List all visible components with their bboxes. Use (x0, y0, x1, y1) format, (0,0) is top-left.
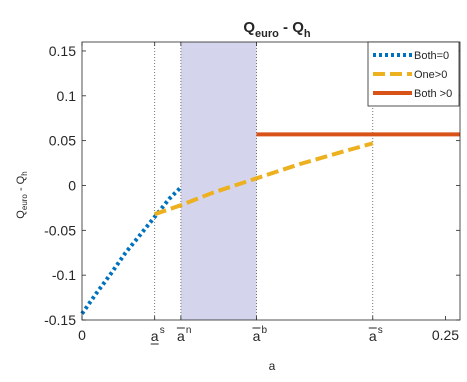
x-tick-label: 0.25 (432, 327, 459, 343)
title-sub1: euro (255, 28, 279, 40)
legend: Both=0 One>0 Both >0 (367, 41, 460, 107)
x-tick-label: a (151, 328, 159, 344)
y-tick-label: -0.1 (52, 267, 76, 283)
x-tick-label-superscript: b (261, 325, 267, 336)
legend-label-both-positive: Both >0 (414, 88, 452, 100)
x-tick-label-superscript: s (378, 325, 383, 336)
title-q1: Q (243, 19, 255, 36)
ylabel-sub1: euro (20, 194, 29, 211)
x-tick-label: a (177, 328, 185, 344)
y-tick-label: 0.15 (49, 43, 76, 59)
series-both-zero (80, 185, 183, 315)
x-tick-label: 0 (78, 327, 86, 343)
chart-title: Qeuro - Qh (243, 19, 311, 40)
x-axis-label: a (269, 359, 276, 373)
x-tick-label-superscript: n (186, 325, 192, 336)
title-mid: - Q (279, 19, 304, 36)
legend-label-one-positive: One>0 (414, 69, 447, 81)
series-one-positive (154, 141, 374, 217)
y-tick-label: 0 (68, 177, 76, 193)
y-tick-label: 0.05 (49, 133, 76, 149)
y-axis-label: Qeuro - Qh (15, 171, 29, 218)
ylabel-q1: Q (15, 210, 27, 219)
ylabel-mid: - Q (15, 175, 27, 194)
legend-label-both-zero: Both=0 (414, 50, 449, 62)
x-tick-label: a (369, 328, 377, 344)
x-tick-label-superscript: s (160, 325, 165, 336)
y-tick-label: -0.15 (44, 312, 76, 328)
x-tick-label: a (253, 328, 261, 344)
title-sub2: h (304, 28, 311, 40)
axes-box (81, 41, 461, 321)
y-tick-label: -0.05 (44, 222, 76, 238)
y-tick-label: 0.1 (57, 88, 77, 104)
ylabel-sub2: h (20, 171, 29, 175)
